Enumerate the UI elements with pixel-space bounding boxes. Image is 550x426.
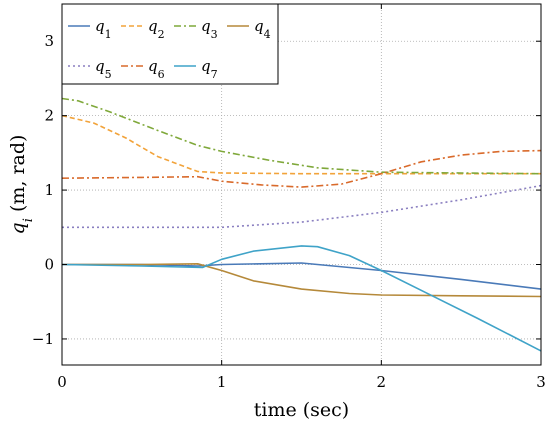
series-lines [61, 97, 542, 352]
plot-frame [61, 3, 542, 366]
legend-label-q4: q4 [254, 17, 271, 41]
legend-label-q3: q3 [201, 17, 218, 41]
x-tick-label-3: 3 [536, 373, 546, 391]
y-tick-label-0: −1 [32, 330, 54, 348]
legend-label-q7: q7 [201, 57, 218, 81]
y-tick-label-4: 3 [44, 32, 54, 50]
legend-label-q6: q6 [148, 57, 165, 81]
series-line-q1 [62, 262, 542, 290]
legend-label-q2: q2 [148, 17, 165, 41]
x-tick-label-0: 0 [57, 373, 67, 391]
series-line-q2 [61, 114, 541, 175]
y-tick-label-3: 2 [44, 107, 54, 125]
x-tick-label-1: 1 [217, 373, 227, 391]
y-tick-label-2: 1 [44, 181, 54, 199]
series-line-q5 [62, 184, 542, 229]
y-axis-label-main: q [7, 222, 29, 234]
axis-ticks: 0 1 2 3 −1 0 1 2 3 [32, 4, 546, 391]
x-axis-label: time (sec) [254, 399, 349, 421]
legend-label-q5: q5 [95, 57, 112, 81]
series-line-q4 [62, 263, 542, 298]
y-axis-label-rest: (m, rad) [7, 135, 29, 219]
series-line-q6 [61, 149, 542, 188]
y-axis-label-sub: i [21, 218, 36, 222]
series-line-q7 [61, 245, 542, 352]
legend-box [61, 3, 279, 85]
y-tick-label-1: 0 [44, 256, 54, 274]
y-axis-label: qi (m, rad) [7, 135, 36, 235]
series-line-q3 [61, 97, 542, 175]
legend-label-q1: q1 [95, 17, 112, 41]
legend: q1 q2 q3 q4 q5 q6 q7 [61, 3, 279, 85]
x-tick-label-2: 2 [377, 373, 387, 391]
